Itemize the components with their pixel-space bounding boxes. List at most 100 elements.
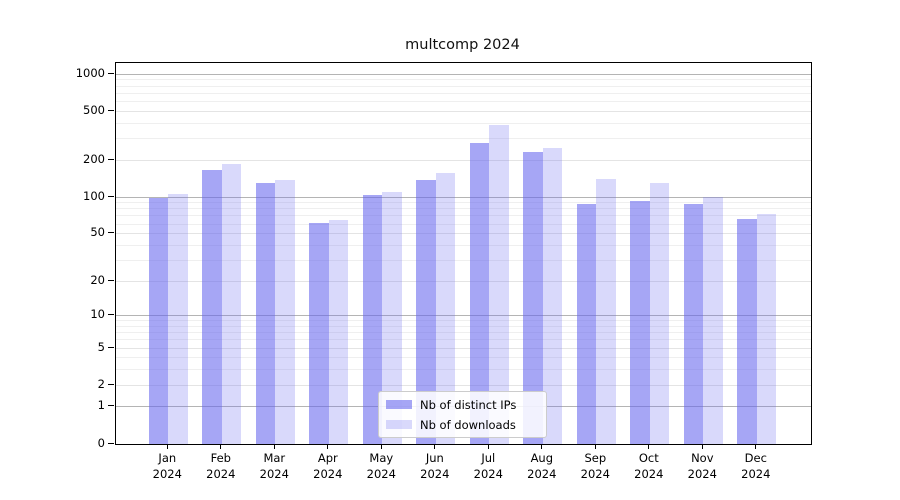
legend-item-downloads: Nb of downloads [379, 416, 546, 433]
bar-distinct-ips [630, 200, 650, 444]
decade-gridline [116, 315, 811, 317]
x-tick-mark [220, 444, 222, 449]
y-tick-mark [108, 158, 114, 160]
legend-label-downloads: Nb of downloads [420, 417, 516, 432]
x-tick-label: Dec 2024 [741, 451, 771, 481]
x-tick-label: Jul 2024 [473, 451, 503, 481]
y-tick-mark [108, 195, 114, 197]
minor-gridline [116, 259, 811, 261]
y-tick-label: 50 [90, 225, 105, 240]
chart-title: multcomp 2024 [405, 37, 520, 53]
minor-gridline [116, 332, 811, 334]
legend: Nb of distinct IPs Nb of downloads [378, 391, 547, 438]
y-tick-label: 1000 [75, 65, 105, 80]
x-tick-mark [755, 444, 757, 449]
minor-gridline [116, 138, 811, 140]
x-tick-label: Jan 2024 [152, 451, 182, 481]
minor-gridline [116, 325, 811, 327]
y-tick-label: 1 [97, 398, 105, 413]
decade-gridline [116, 196, 811, 198]
x-tick-label: Aug 2024 [527, 451, 557, 481]
x-tick-mark [380, 444, 382, 449]
major-gridline [116, 384, 811, 386]
bar-distinct-ips [255, 183, 276, 444]
x-tick-label: Mar 2024 [259, 451, 289, 481]
bar-downloads [649, 182, 670, 444]
bar-downloads [435, 173, 456, 444]
y-tick-label: 200 [83, 151, 105, 166]
x-tick-mark [273, 444, 275, 449]
y-tick-label: 10 [90, 307, 105, 322]
y-tick-label: 100 [83, 188, 105, 203]
plot-area [115, 62, 812, 445]
x-tick-mark [594, 444, 596, 449]
minor-gridline [116, 215, 811, 217]
y-tick-mark [108, 346, 114, 348]
x-tick-mark [487, 444, 489, 449]
minor-gridline [116, 202, 811, 204]
bar-downloads [756, 214, 777, 444]
bar-downloads [703, 197, 723, 444]
legend-item-distinct-ips: Nb of distinct IPs [379, 396, 546, 413]
legend-label-distinct-ips: Nb of distinct IPs [420, 397, 517, 412]
x-tick-label: Oct 2024 [634, 451, 664, 481]
minor-gridline [116, 357, 811, 359]
bar-downloads [275, 179, 295, 444]
major-gridline [116, 280, 811, 282]
x-tick-label: Sep 2024 [580, 451, 610, 481]
major-gridline [116, 347, 811, 349]
minor-gridline [116, 320, 811, 322]
legend-swatch-downloads [386, 420, 412, 429]
bar-distinct-ips [362, 195, 383, 444]
minor-gridline [116, 244, 811, 246]
legend-swatch-distinct-ips [386, 400, 412, 409]
major-gridline [116, 233, 811, 235]
y-tick-mark [108, 405, 114, 407]
bar-downloads [328, 219, 349, 444]
minor-gridline [116, 369, 811, 371]
bar-distinct-ips [309, 223, 329, 444]
y-tick-label: 500 [83, 102, 105, 117]
bar-downloads [168, 194, 188, 444]
bar-distinct-ips [523, 151, 543, 444]
y-tick-label: 2 [97, 376, 105, 391]
bar-distinct-ips [469, 142, 490, 444]
y-tick-mark [108, 109, 114, 111]
y-tick-mark [108, 383, 114, 385]
decade-gridline [116, 73, 811, 75]
major-gridline [116, 110, 811, 112]
bar-downloads [221, 164, 242, 444]
bar-distinct-ips [737, 219, 757, 444]
major-gridline [116, 159, 811, 161]
y-tick-mark [108, 232, 114, 234]
minor-gridline [116, 85, 811, 87]
x-tick-label: Nov 2024 [687, 451, 717, 481]
minor-gridline [116, 223, 811, 225]
x-tick-mark [541, 444, 543, 449]
x-tick-mark [327, 444, 329, 449]
bar-distinct-ips [416, 180, 436, 444]
minor-gridline [116, 208, 811, 210]
bar-downloads [382, 192, 402, 444]
minor-gridline [116, 79, 811, 81]
x-tick-mark [648, 444, 650, 449]
x-tick-label: May 2024 [366, 451, 396, 481]
y-tick-mark [108, 314, 114, 316]
y-tick-mark [108, 72, 114, 74]
bar-downloads [542, 148, 563, 444]
x-tick-mark [701, 444, 703, 449]
y-tick-label: 5 [97, 339, 105, 354]
x-tick-mark [434, 444, 436, 449]
bar-downloads [596, 179, 616, 444]
x-tick-label: Jun 2024 [420, 451, 450, 481]
minor-gridline [116, 101, 811, 103]
minor-gridline [116, 122, 811, 124]
y-tick-label: 20 [90, 272, 105, 287]
bar-downloads [489, 125, 509, 444]
bar-distinct-ips [148, 198, 169, 444]
minor-gridline [116, 339, 811, 341]
x-tick-mark [166, 444, 168, 449]
bar-distinct-ips [576, 204, 597, 444]
bar-distinct-ips [683, 203, 704, 444]
